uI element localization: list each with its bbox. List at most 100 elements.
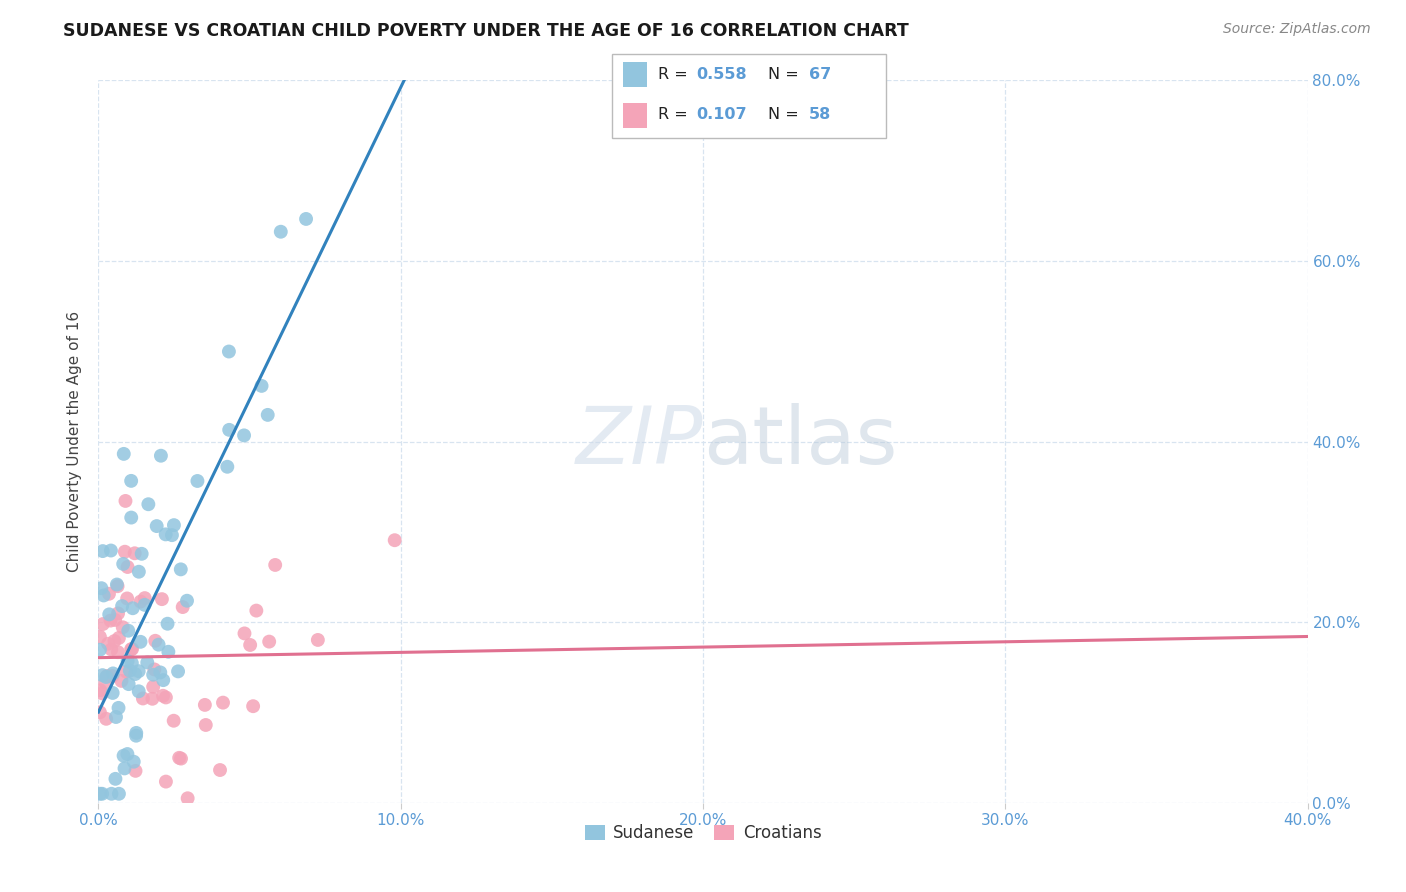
Point: [101, 669, 124, 683]
Point: [114, 545, 136, 559]
Point: [98, 587, 121, 601]
Point: [156, 616, 179, 631]
Point: [104, 772, 127, 786]
Point: [101, 686, 124, 700]
Point: [122, 755, 145, 769]
Point: [160, 528, 183, 542]
Point: [150, 592, 173, 607]
Point: [89, 630, 111, 644]
Point: [117, 654, 139, 668]
Point: [218, 344, 240, 359]
Text: R =: R =: [658, 107, 693, 122]
Point: [124, 764, 146, 778]
Point: [256, 408, 278, 422]
Point: [111, 599, 134, 613]
Point: [384, 533, 406, 548]
Point: [245, 604, 267, 618]
Point: [117, 560, 139, 574]
Point: [96, 670, 118, 684]
Point: [134, 598, 156, 612]
Point: [112, 557, 135, 571]
Point: [155, 690, 177, 705]
Point: [89, 683, 111, 698]
Point: [90, 581, 112, 595]
Point: [100, 787, 122, 801]
Point: [131, 547, 153, 561]
Point: [170, 562, 193, 576]
Point: [115, 591, 138, 606]
Point: [128, 565, 150, 579]
Legend: Sudanese, Croatians: Sudanese, Croatians: [578, 817, 828, 848]
Point: [120, 642, 142, 657]
Point: [114, 494, 136, 508]
Point: [110, 673, 132, 688]
Point: [129, 635, 152, 649]
Point: [107, 579, 129, 593]
Point: [264, 558, 287, 572]
Point: [114, 761, 136, 775]
Point: [217, 459, 239, 474]
Point: [124, 667, 146, 681]
Point: [96, 669, 118, 683]
Point: [112, 748, 135, 763]
Point: [121, 601, 143, 615]
Point: [143, 662, 166, 676]
Point: [117, 624, 139, 638]
Point: [91, 668, 114, 682]
Point: [218, 423, 240, 437]
Point: [307, 632, 329, 647]
Text: Source: ZipAtlas.com: Source: ZipAtlas.com: [1223, 22, 1371, 37]
Point: [155, 527, 177, 541]
Point: [94, 675, 117, 690]
Text: 0.558: 0.558: [696, 67, 747, 82]
Point: [104, 613, 127, 627]
Point: [91, 787, 114, 801]
Point: [100, 614, 122, 628]
Point: [295, 211, 318, 226]
Point: [107, 645, 129, 659]
Point: [142, 680, 165, 694]
Point: [89, 642, 111, 657]
Point: [167, 665, 190, 679]
Point: [96, 712, 118, 726]
Point: [138, 497, 160, 511]
Point: [233, 428, 256, 442]
Point: [149, 449, 172, 463]
Point: [125, 729, 148, 743]
Point: [101, 666, 124, 681]
Point: [120, 474, 142, 488]
Point: [118, 677, 141, 691]
Text: N =: N =: [768, 107, 804, 122]
Point: [107, 607, 129, 621]
Point: [212, 696, 235, 710]
Point: [186, 474, 208, 488]
Point: [112, 447, 135, 461]
Point: [91, 617, 114, 632]
Point: [98, 607, 121, 622]
Text: atlas: atlas: [703, 402, 897, 481]
Point: [100, 543, 122, 558]
Point: [128, 684, 150, 698]
Point: [257, 634, 280, 648]
Point: [89, 706, 111, 720]
Point: [155, 774, 177, 789]
Point: [145, 519, 167, 533]
Point: [167, 751, 190, 765]
Point: [172, 600, 194, 615]
Point: [148, 638, 170, 652]
Text: 58: 58: [808, 107, 831, 122]
Point: [270, 225, 292, 239]
Point: [108, 787, 131, 801]
Point: [121, 656, 143, 670]
Point: [157, 645, 180, 659]
Point: [163, 714, 186, 728]
Point: [120, 510, 142, 524]
Point: [233, 626, 256, 640]
Point: [91, 544, 114, 558]
Point: [152, 689, 174, 703]
Text: R =: R =: [658, 67, 693, 82]
Point: [89, 787, 111, 801]
Point: [170, 751, 193, 765]
Point: [149, 665, 172, 680]
Point: [134, 591, 156, 606]
